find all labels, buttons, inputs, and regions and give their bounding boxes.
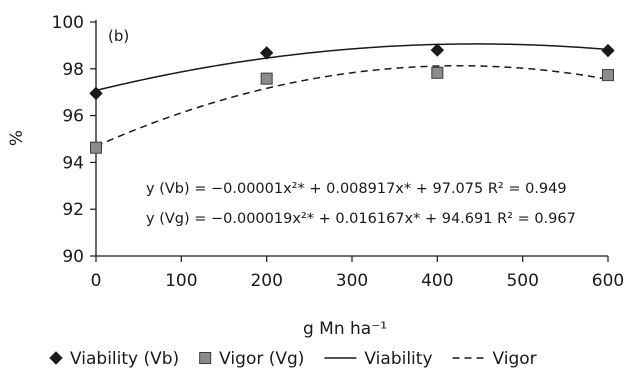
legend-label-vigor: Vigor (Vg)	[219, 349, 304, 369]
fit-curve-vigor	[95, 65, 609, 147]
x-tick-label: 400	[421, 271, 453, 291]
y-axis-title: %	[7, 130, 27, 146]
x-tick-label: 300	[336, 271, 368, 291]
data-point-viability	[89, 86, 103, 101]
data-points	[89, 43, 615, 154]
legend-label-viability: Viability (Vb)	[70, 349, 179, 369]
data-point-viability	[601, 43, 615, 58]
legend-marker-viability	[49, 351, 63, 365]
x-tick-label: 100	[165, 271, 197, 291]
axes: 90 92 94 96 98 100 0 100 200 300 400 500 600	[52, 13, 625, 291]
x-axis-title: g Mn ha⁻¹	[303, 319, 387, 339]
data-point-vigor	[431, 66, 444, 79]
x-tick-label: 0	[91, 271, 102, 291]
data-point-viability	[259, 46, 274, 60]
y-tick-label: 94	[62, 153, 84, 173]
equation-vigor: y (Vg) = −0.000019x²* + 0.016167x* + 94.…	[146, 211, 576, 227]
panel-label: (b)	[108, 27, 129, 45]
equation-viability: y (Vb) = −0.00001x²* + 0.008917x* + 97.0…	[146, 181, 567, 197]
legend-label-vigor-fit: Vigor	[493, 349, 537, 369]
data-point-vigor	[260, 72, 273, 85]
x-tick-label: 600	[592, 271, 624, 291]
data-point-vigor	[90, 141, 102, 154]
x-tick-label: 500	[506, 271, 538, 291]
y-tick-label: 98	[62, 60, 84, 80]
legend-label-viability-fit: Viability	[364, 349, 432, 369]
y-tick-label: 92	[62, 200, 84, 220]
legend: Viability (Vb) Vigor (Vg) Viability Vigor	[49, 349, 537, 369]
fit-curves	[95, 43, 609, 147]
y-tick-label: 90	[62, 247, 84, 267]
fit-curve-viability	[95, 43, 609, 92]
y-tick-label: 96	[62, 107, 84, 127]
x-tick-label: 200	[250, 271, 282, 291]
data-point-viability	[430, 43, 445, 57]
legend-marker-vigor	[199, 352, 212, 364]
data-point-vigor	[602, 69, 614, 82]
y-tick-label: 100	[52, 13, 84, 33]
